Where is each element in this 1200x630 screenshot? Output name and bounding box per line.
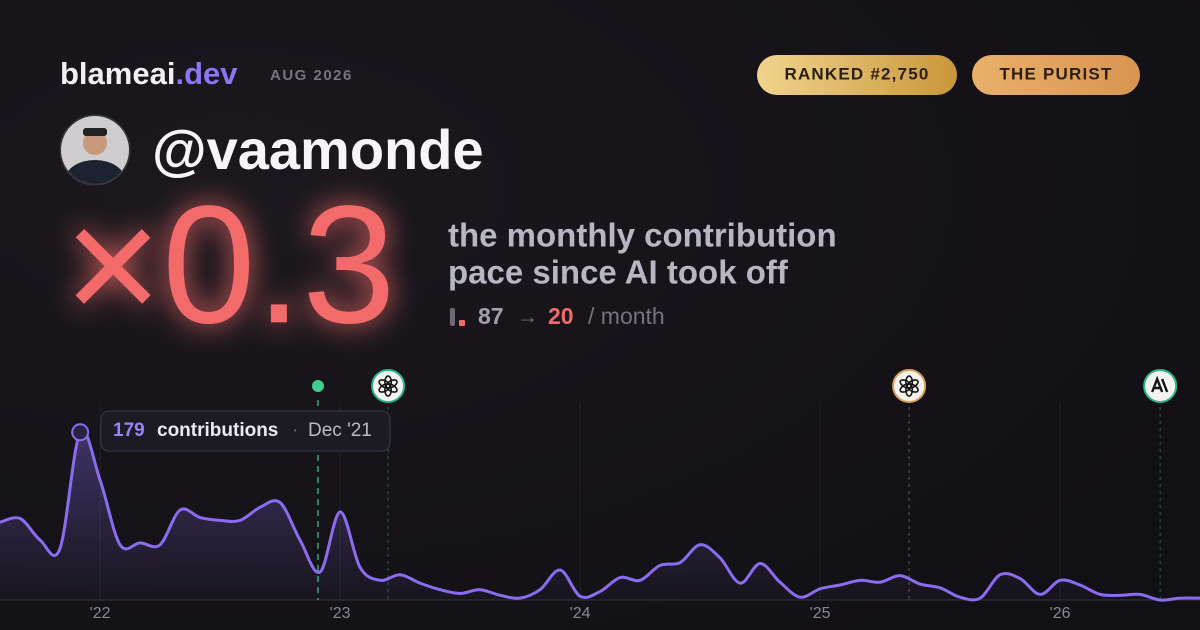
event-icon bbox=[892, 369, 927, 403]
chart-overlay: 179 contributions · Dec '21 bbox=[100, 410, 391, 452]
brand-tld: .dev bbox=[175, 56, 238, 91]
pace-unit: / month bbox=[588, 303, 665, 329]
pace-icon bbox=[459, 320, 465, 326]
x-tick-label: '25 bbox=[810, 605, 831, 622]
event-glyph bbox=[378, 379, 391, 389]
tooltip bbox=[100, 410, 391, 452]
event-badge bbox=[371, 369, 406, 403]
tooltip-label: contributions bbox=[157, 420, 278, 441]
tooltip-value: 179 bbox=[113, 420, 145, 441]
chart: '22 '23 '24 '25 '26 bbox=[0, 369, 1200, 622]
brand: blameai.dev bbox=[60, 56, 238, 91]
event-icon bbox=[371, 369, 406, 403]
event-icon bbox=[1143, 369, 1178, 403]
line bbox=[0, 428, 1200, 602]
x-tick-label: '26 bbox=[1050, 605, 1071, 622]
pace-icon bbox=[450, 308, 455, 326]
brand-name: blameai bbox=[60, 56, 175, 91]
badge bbox=[972, 55, 1140, 95]
tooltip-date: Dec '21 bbox=[308, 420, 372, 441]
pace-arrow: → bbox=[517, 306, 538, 329]
pace-before: 87 bbox=[478, 303, 504, 329]
handle: @vaamonde bbox=[152, 118, 484, 181]
x-tick-label: '23 bbox=[330, 605, 351, 622]
event-badge bbox=[892, 369, 927, 403]
badge-label: RANKED #2,750 bbox=[784, 64, 929, 83]
event-glyph bbox=[899, 379, 912, 389]
description: pace since AI took off bbox=[448, 254, 789, 291]
avatar bbox=[59, 114, 131, 186]
date: AUG 2026 bbox=[270, 67, 353, 84]
pace-after: 20 bbox=[548, 303, 574, 329]
peak-marker bbox=[71, 423, 90, 442]
badge-label: THE PURIST bbox=[999, 64, 1112, 83]
badge bbox=[757, 55, 957, 95]
x-tick-label: '24 bbox=[570, 605, 591, 622]
x-tick-label: '22 bbox=[90, 605, 111, 622]
description: the monthly contribution bbox=[448, 217, 837, 254]
multiplier: ×0.3 bbox=[64, 170, 396, 358]
tooltip-separator: · bbox=[292, 420, 298, 441]
event-dot bbox=[312, 380, 324, 392]
area bbox=[0, 430, 1200, 601]
event-glyph bbox=[1151, 375, 1169, 393]
